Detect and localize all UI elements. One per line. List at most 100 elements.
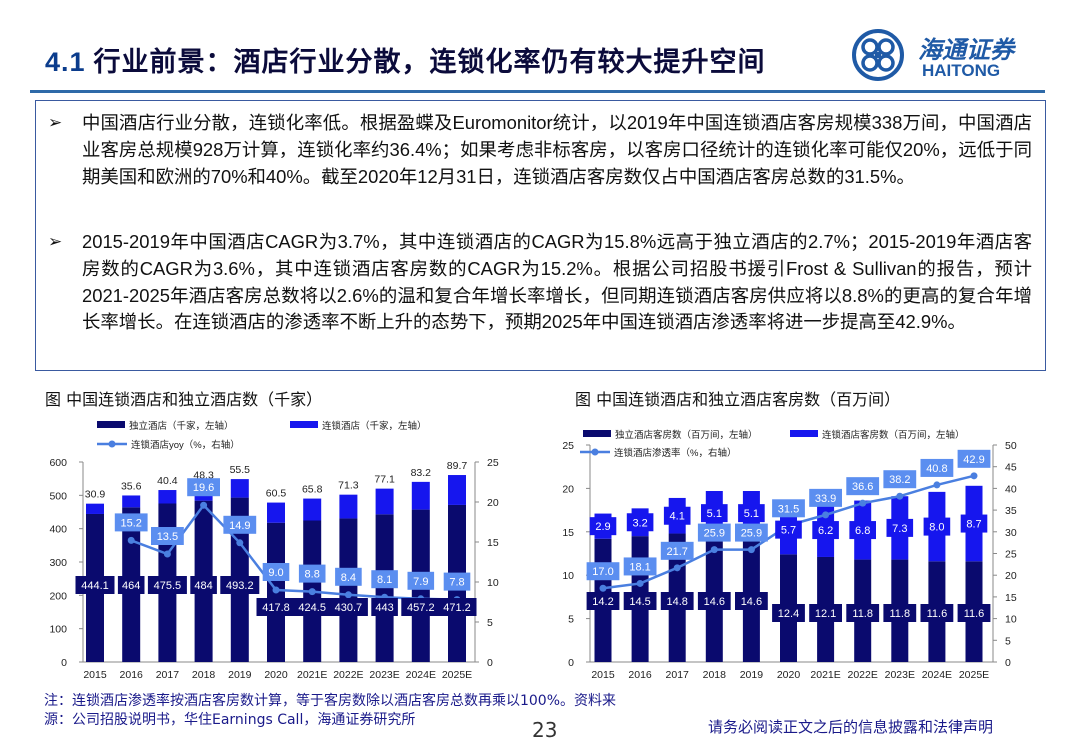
chart2-legend-label: 连锁酒店客房数（百万间，左轴）	[822, 429, 965, 441]
chart1-line-label-box	[443, 572, 471, 591]
chart2-legend-swatch-chain	[790, 430, 818, 437]
chart2-chain-label: 2.9	[595, 521, 610, 533]
chart1-line-label-box	[298, 564, 326, 583]
chart2-line-point	[636, 579, 644, 587]
chart2-left-tick-label: 0	[568, 657, 574, 669]
chart1-right-tick-label: 0	[487, 657, 493, 669]
chart2-line-label: 18.1	[629, 561, 650, 573]
chart1-independent-label-box	[220, 576, 260, 594]
chart1-x-tick-label: 2021E	[297, 669, 327, 681]
chart1-x-tick-label: 2018	[192, 669, 216, 681]
chart1-x-tick-label: 2015	[83, 669, 107, 681]
chart2-chain-label-box	[886, 518, 914, 537]
haitong-emblem-icon	[852, 29, 904, 81]
chart1-left-tick-label: 100	[49, 624, 67, 636]
chart1-legend-label: 连锁酒店（千家，左轴）	[322, 420, 427, 432]
chart2-independent-label-box	[846, 604, 880, 622]
chart2-x-tick-label: 2022E	[848, 669, 878, 681]
chart1-line-label: 19.6	[193, 482, 214, 494]
chart2-line-label-box	[623, 557, 657, 576]
chart1-line-label-box	[114, 513, 148, 532]
chart1-independent-label: 471.2	[443, 602, 471, 614]
chart1-x-tick-label: 2017	[156, 669, 180, 681]
chart1-independent-label: 484	[194, 580, 212, 592]
chart1-title: 图 中国连锁酒店和独立酒店数（千家）	[45, 390, 323, 409]
logo-cn-text: 海通证券	[918, 35, 1014, 64]
chart2-chain-label: 6.2	[818, 525, 833, 537]
chart2-line-label-box	[772, 499, 805, 518]
logo-en-text: HAITONG	[922, 61, 1001, 80]
chart2-line-label: 42.9	[963, 454, 984, 466]
chart2-line-label-box	[883, 470, 917, 489]
chart1-line-label: 9.0	[268, 567, 283, 579]
chart2-independent-label: 11.8	[852, 608, 873, 620]
haitong-logo: 海通证券 HAITONG	[850, 28, 1050, 83]
chart1-chain-label: 83.2	[411, 467, 432, 479]
chart2-x-tick-label: 2018	[703, 669, 727, 681]
chart2-chain-label: 4.1	[670, 511, 685, 523]
chart1-line-label-box	[262, 563, 290, 581]
chart1-x-tick-label: 2020	[264, 669, 288, 681]
chart2-right-tick-label: 5	[1005, 635, 1011, 647]
chart2-independent-label-box	[809, 604, 842, 622]
chart1-line-label-box	[151, 527, 184, 545]
chart2-right-tick-label: 20	[1005, 570, 1017, 582]
chart1-chain-label: 55.5	[230, 464, 251, 476]
chart1-bar-chain	[158, 490, 177, 504]
chart2-chain-label-box	[626, 513, 654, 532]
chart2-independent-label: 11.6	[964, 608, 985, 620]
chart1-independent-label: 475.5	[154, 580, 182, 592]
summary-box: ➢ 中国酒店行业分散，连锁化率低。根据盈蝶及Euromonitor统计，以201…	[35, 100, 1046, 371]
chart1-line-label: 15.2	[120, 517, 141, 529]
chart1-bar-chain	[267, 502, 285, 523]
chart1-legend-swatch-chain	[290, 421, 318, 428]
chart1-x-tick-label: 2022E	[333, 669, 363, 681]
chart2-chain-label: 8.0	[929, 522, 944, 534]
chart1-independent-label: 444.1	[81, 580, 109, 592]
chart1-bar-chain	[122, 495, 141, 508]
page-number: 23	[532, 718, 558, 742]
disclaimer: 请务必阅读正文之后的信息披露和法律声明	[708, 718, 994, 736]
chart2-line-label: 38.2	[889, 474, 910, 486]
chart2-line-label: 21.7	[666, 546, 687, 558]
chart2-chain-label-box	[738, 504, 765, 523]
chart2-chain-label-box	[775, 520, 802, 539]
title-text: 行业前景：酒店行业分散，连锁化率仍有较大提升空间	[93, 47, 766, 78]
chart2-chain-label: 7.3	[892, 523, 907, 535]
chart1-independent-label: 457.2	[407, 602, 435, 614]
chart2-line-point	[599, 584, 607, 592]
chart1-right-tick-label: 10	[487, 577, 499, 589]
chart2-chain-label: 8.7	[966, 519, 981, 531]
chart1-left-tick-label: 400	[49, 524, 67, 536]
chart2-chain-label-box	[701, 504, 728, 523]
chart2-x-tick-label: 2019	[740, 669, 764, 681]
chart2-independent-label: 14.5	[629, 596, 650, 608]
chart2-independent-label-box	[772, 604, 805, 622]
chart1-line-point	[127, 536, 135, 544]
chart2-independent-label: 12.1	[815, 608, 836, 620]
chart1-independent-label-box	[117, 576, 145, 594]
chart2-x-tick-label: 2025E	[959, 669, 989, 681]
chart2-line-label: 17.0	[592, 566, 613, 578]
chart1-bar-chain	[339, 494, 358, 519]
chart1-right-tick-label: 5	[487, 617, 493, 629]
chart2-left-tick-label: 20	[562, 483, 574, 495]
section-number: 4.1	[45, 47, 86, 77]
chart1-line-label: 14.9	[229, 520, 250, 532]
chart1-line-label-box	[371, 570, 398, 589]
chart1-line-label-box	[187, 478, 220, 497]
chart2-line-label: 36.6	[852, 481, 873, 493]
chart1-x-tick-label: 2019	[228, 669, 252, 681]
chart2-x-tick-label: 2023E	[885, 669, 915, 681]
arrow-bullet-icon: ➢	[48, 232, 63, 252]
chart1-right-tick-label: 25	[487, 457, 499, 469]
chart1-legend-label: 独立酒店（千家，左轴）	[129, 420, 234, 432]
chart1-independent-label-box	[371, 598, 398, 616]
chart1-line-label-box	[223, 515, 257, 534]
chart2-line-point	[747, 546, 755, 554]
title-divider	[30, 90, 1045, 93]
chart2-legend-swatch-independent	[583, 430, 611, 437]
chart1-independent-label-box	[401, 598, 441, 616]
chart1-line-label: 8.8	[305, 569, 320, 581]
chart1-line-point	[272, 586, 280, 594]
